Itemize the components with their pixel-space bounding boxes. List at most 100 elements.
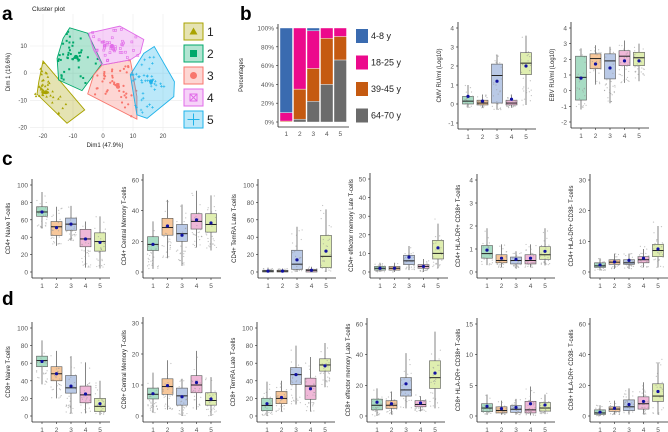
jitter-point <box>155 248 157 250</box>
jitter-point <box>68 233 71 235</box>
jitter-point <box>647 255 649 257</box>
jitter-point <box>199 204 201 206</box>
jitter-point <box>269 402 272 404</box>
x-tick-label: 4 <box>195 283 199 290</box>
cluster-point <box>140 98 144 102</box>
jitter-point <box>437 364 439 366</box>
jitter-point <box>211 235 213 237</box>
jitter-point <box>418 267 421 269</box>
jitter-point <box>186 412 188 415</box>
jitter-point <box>320 351 322 353</box>
jitter-point <box>497 401 500 403</box>
jitter-point <box>543 240 545 242</box>
jitter-point <box>41 227 43 229</box>
jitter-point <box>514 399 516 401</box>
y-tick-label: 0 <box>469 414 473 421</box>
x-tick-label: 2 <box>280 427 284 432</box>
jitter-point <box>183 264 185 266</box>
jitter-point <box>477 96 479 98</box>
jitter-point <box>297 373 299 375</box>
x-tick-label: 5 <box>323 427 327 432</box>
jitter-point <box>73 367 75 369</box>
jitter-point <box>51 389 53 391</box>
mean-point <box>509 97 514 101</box>
jitter-point <box>598 49 600 51</box>
y-tick-label: 100 <box>243 183 254 190</box>
jitter-point <box>97 236 100 238</box>
jitter-point <box>614 259 617 261</box>
jitter-point <box>526 262 529 264</box>
x-tick-label: 4 <box>84 283 88 290</box>
cluster-point <box>145 75 149 78</box>
cluster-point <box>57 97 60 100</box>
jitter-point <box>327 234 329 236</box>
jitter-point <box>512 257 514 259</box>
jitter-point <box>529 100 531 102</box>
jitter-point <box>539 412 541 415</box>
jitter-point <box>58 243 60 245</box>
jitter-point <box>299 402 301 404</box>
jitter-point <box>493 102 496 104</box>
jitter-point <box>482 411 484 414</box>
jitter-point <box>662 266 664 268</box>
cluster-point <box>41 83 45 86</box>
jitter-point <box>56 385 58 387</box>
jitter-point <box>613 267 615 270</box>
jitter-point <box>598 415 600 417</box>
cluster-point <box>145 105 149 108</box>
jitter-point <box>100 406 102 409</box>
jitter-point <box>87 265 90 267</box>
x-tick-label: 5 <box>98 283 102 290</box>
jitter-point <box>513 403 515 405</box>
jitter-point <box>504 405 506 407</box>
jitter-point <box>530 252 533 254</box>
jitter-point <box>495 54 498 56</box>
jitter-point <box>629 409 631 412</box>
jitter-point <box>290 403 293 405</box>
jitter-point <box>482 246 484 248</box>
jitter-point <box>103 263 105 266</box>
jitter-point <box>495 84 497 86</box>
jitter-point <box>634 54 636 56</box>
jitter-point <box>100 247 102 249</box>
jitter-point <box>540 262 542 264</box>
jitter-point <box>426 269 428 272</box>
jitter-point <box>37 376 39 379</box>
jitter-point <box>299 396 301 398</box>
jitter-point <box>642 413 644 415</box>
jitter-point <box>179 403 181 405</box>
mean-point <box>528 402 533 406</box>
jitter-point <box>313 410 315 412</box>
jitter-point <box>262 396 264 398</box>
jitter-point <box>490 89 493 91</box>
jitter-point <box>493 83 495 85</box>
jitter-point <box>527 265 529 268</box>
jitter-point <box>384 265 386 267</box>
jitter-point <box>70 366 72 368</box>
mean-point <box>485 248 489 252</box>
jitter-point <box>531 266 533 268</box>
jitter-point <box>84 263 86 265</box>
jitter-point <box>530 390 533 392</box>
cluster-point <box>96 74 99 77</box>
jitter-point <box>623 393 626 395</box>
jitter-point <box>199 404 201 406</box>
cluster-point <box>78 54 81 57</box>
jitter-point <box>595 267 597 269</box>
cluster-point <box>67 51 70 54</box>
jitter-point <box>164 383 166 385</box>
y-tick-label: 1 <box>469 247 473 254</box>
cluster-hull-1 <box>36 59 86 124</box>
x-tick-label: 1 <box>40 283 44 290</box>
jitter-point <box>291 242 294 244</box>
cluster-center <box>116 84 120 89</box>
jitter-point <box>52 379 54 381</box>
jitter-point <box>514 105 516 107</box>
mean-point <box>392 266 397 270</box>
jitter-point <box>628 62 630 64</box>
cluster-point <box>114 83 117 86</box>
jitter-point <box>292 376 294 378</box>
jitter-point <box>50 355 52 357</box>
jitter-point <box>375 407 377 410</box>
